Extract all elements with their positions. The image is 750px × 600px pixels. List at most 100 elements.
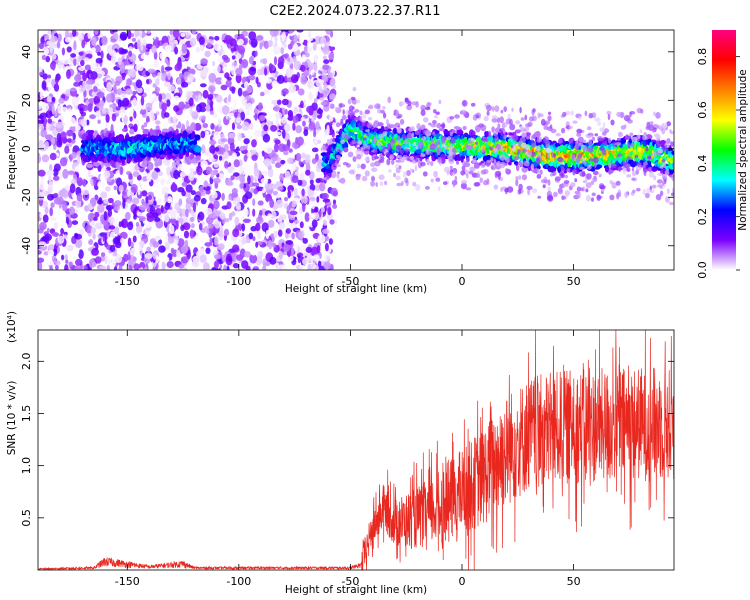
- heatmap-cell: [295, 152, 302, 162]
- heatmap-cell: [95, 57, 103, 64]
- heatmap-cell: [191, 30, 197, 35]
- heatmap-cell: [648, 161, 652, 168]
- heatmap-cell: [95, 222, 103, 230]
- heatmap-cell: [390, 159, 395, 165]
- heatmap-cell: [272, 190, 279, 196]
- heatmap-cell: [311, 158, 317, 165]
- heatmap-cell: [39, 90, 44, 99]
- heatmap-cell: [144, 86, 151, 93]
- heatmap-cell: [145, 102, 153, 112]
- heatmap-cell: [280, 47, 285, 55]
- heatmap-cell: [207, 152, 214, 163]
- heatmap-cell: [65, 259, 69, 264]
- heatmap-cell: [305, 52, 310, 58]
- heatmap-cell: [182, 222, 191, 231]
- heatmap-cell: [322, 144, 326, 151]
- heatmap-cell: [267, 167, 274, 178]
- heatmap-cell: [268, 240, 273, 250]
- heatmap-cell: [162, 128, 169, 133]
- heatmap-cell: [38, 42, 45, 50]
- heatmap-cell: [205, 104, 211, 112]
- heatmap-cell: [62, 222, 68, 231]
- heatmap-cell: [105, 204, 114, 211]
- heatmap-cell: [80, 86, 86, 92]
- heatmap-cell: [277, 186, 284, 191]
- heatmap-cell: [243, 251, 252, 258]
- heatmap-cell: [302, 257, 309, 266]
- heatmap-cell: [262, 58, 267, 65]
- heatmap-cell: [208, 213, 216, 219]
- heatmap-cell: [275, 199, 284, 208]
- heatmap-cell: [78, 66, 85, 72]
- heatmap-cell: [291, 175, 299, 184]
- heatmap-cell: [183, 230, 190, 239]
- heatmap-cell: [136, 87, 143, 94]
- heatmap-cell: [129, 115, 133, 122]
- heatmap-cell: [164, 92, 172, 102]
- heatmap-cell: [297, 254, 301, 264]
- heatmap-cell: [158, 93, 163, 102]
- heatmap-cell: [269, 30, 278, 37]
- heatmap-cell: [64, 264, 69, 270]
- heatmap-cell: [215, 146, 220, 152]
- heatmap-cell: [243, 154, 248, 162]
- heatmap-cell: [308, 74, 312, 80]
- heatmap-cell: [58, 137, 62, 146]
- heatmap-cell: [296, 30, 304, 33]
- heatmap-cell: [188, 68, 196, 76]
- heatmap-cell: [97, 119, 101, 124]
- heatmap-cell: [127, 30, 132, 40]
- heatmap-cell: [223, 264, 228, 270]
- heatmap-cell: [88, 258, 96, 269]
- heatmap-cell: [241, 121, 250, 131]
- heatmap-cell: [232, 244, 240, 253]
- heatmap-cell: [133, 110, 137, 119]
- heatmap-cell: [174, 235, 179, 245]
- heatmap-cell: [194, 234, 199, 243]
- heatmap-cell: [166, 261, 174, 268]
- heatmap-cell: [144, 223, 152, 228]
- heatmap-cell: [50, 35, 58, 43]
- heatmap-cell: [289, 34, 295, 41]
- heatmap-cell: [277, 229, 283, 237]
- heatmap-cell: [235, 202, 241, 210]
- heatmap-cell: [101, 108, 107, 114]
- heatmap-cell: [106, 81, 113, 92]
- heatmap-cell: [64, 37, 72, 43]
- heatmap-cell: [78, 249, 84, 260]
- heatmap-cell: [135, 79, 143, 89]
- heatmap-cell: [223, 228, 230, 236]
- heatmap-cell: [265, 78, 272, 84]
- heatmap-cell: [200, 160, 208, 169]
- heatmap-cell: [310, 212, 316, 218]
- heatmap-cell: [288, 96, 294, 101]
- heatmap-cell: [214, 219, 221, 229]
- heatmap-cell: [112, 237, 120, 244]
- heatmap-cell: [146, 172, 152, 183]
- heatmap-cell: [232, 228, 240, 238]
- heatmap-cell: [278, 250, 284, 260]
- heatmap-cell: [87, 30, 92, 39]
- heatmap-cell: [205, 130, 210, 137]
- heatmap-cell: [312, 43, 317, 51]
- heatmap-cell: [250, 226, 257, 232]
- heatmap-cell: [222, 105, 230, 115]
- heatmap-cell: [191, 223, 195, 229]
- heatmap-cell: [53, 163, 61, 172]
- heatmap-cell: [48, 181, 54, 190]
- heatmap-cell: [242, 218, 251, 223]
- heatmap-cell: [61, 254, 65, 261]
- heatmap-cell: [47, 74, 51, 79]
- heatmap-cell: [164, 58, 169, 64]
- heatmap-cell: [310, 79, 315, 89]
- heatmap-cell: [200, 130, 206, 139]
- heatmap-cell: [259, 43, 263, 50]
- heatmap-cell: [213, 43, 222, 52]
- heatmap-cell: [74, 165, 82, 172]
- heatmap-cell: [297, 179, 303, 186]
- heatmap-cell: [189, 229, 194, 239]
- heatmap-cell: [194, 90, 200, 96]
- heatmap-cell: [237, 132, 242, 142]
- heatmap-cell: [270, 124, 278, 132]
